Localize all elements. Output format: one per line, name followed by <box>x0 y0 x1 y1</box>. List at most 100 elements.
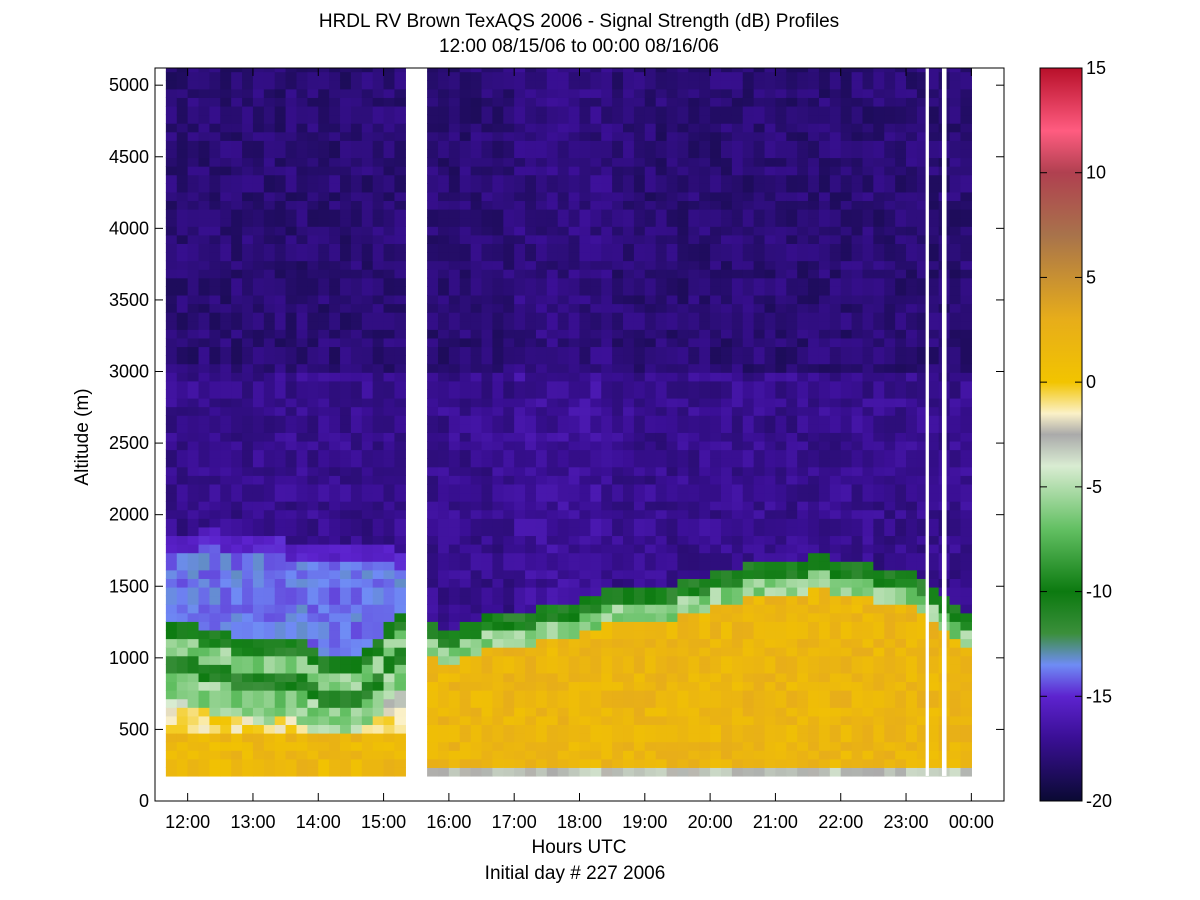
heatmap-cell <box>546 226 559 236</box>
heatmap-cell <box>655 483 668 494</box>
heatmap-cell <box>808 423 820 433</box>
heatmap-cell <box>655 440 668 451</box>
heatmap-cell <box>601 123 613 133</box>
heatmap-cell <box>601 767 613 777</box>
heatmap-cell <box>720 355 733 365</box>
heatmap-cell <box>699 166 711 176</box>
heatmap-cell <box>285 733 298 743</box>
heatmap-cell <box>438 458 450 468</box>
heatmap-cell <box>307 337 319 348</box>
heatmap-cell <box>742 200 755 210</box>
heatmap-cell <box>601 707 613 717</box>
heatmap-cell <box>699 690 711 700</box>
heatmap-cell <box>677 114 689 124</box>
heatmap-cell <box>285 535 298 545</box>
heatmap-cell <box>633 458 646 468</box>
heatmap-cell <box>612 243 624 253</box>
heatmap-cell <box>296 750 308 760</box>
heatmap-cell <box>285 389 298 399</box>
heatmap-cell <box>263 629 276 640</box>
heatmap-cell <box>590 638 602 648</box>
heatmap-cell <box>699 68 711 73</box>
heatmap-cell <box>438 449 450 459</box>
heatmap-cell <box>481 612 494 622</box>
heatmap-cell <box>797 449 809 459</box>
heatmap-cell <box>579 466 591 476</box>
heatmap-cell <box>503 432 515 442</box>
heatmap-cell <box>503 612 515 622</box>
heatmap-cell <box>438 286 450 296</box>
heatmap-cell <box>535 200 548 210</box>
heatmap-cell <box>546 604 559 614</box>
heatmap-cell <box>612 586 624 597</box>
heatmap-cell <box>601 380 613 390</box>
heatmap-cell <box>263 88 276 98</box>
heatmap-cell <box>329 432 341 442</box>
heatmap-cell <box>612 191 624 202</box>
heatmap-cell <box>209 432 221 442</box>
heatmap-cell <box>198 621 211 631</box>
heatmap-cell <box>612 526 624 537</box>
heatmap-cell <box>438 355 450 365</box>
heatmap-cell <box>503 569 515 579</box>
heatmap-cell <box>699 217 711 227</box>
heatmap-cell <box>187 140 200 150</box>
heatmap-cell <box>688 758 700 768</box>
heatmap-cell <box>340 767 352 777</box>
heatmap-cell <box>568 140 581 150</box>
heatmap-cell <box>720 458 733 468</box>
heatmap-cell <box>514 578 526 588</box>
heatmap-cell <box>383 423 396 433</box>
heatmap-cell <box>209 578 221 588</box>
heatmap-cell <box>699 346 711 356</box>
heatmap-cell <box>742 449 755 459</box>
heatmap-cell <box>187 286 200 296</box>
heatmap-cell <box>372 105 385 116</box>
heatmap-cell <box>764 466 777 476</box>
heatmap-cell <box>742 166 755 176</box>
heatmap-cell <box>808 432 820 442</box>
heatmap-cell <box>623 148 635 159</box>
heatmap-cell <box>546 114 559 124</box>
heatmap-cell <box>623 544 635 554</box>
heatmap-cell <box>612 509 624 519</box>
heatmap-cell <box>361 458 374 468</box>
heatmap-cell <box>644 655 657 665</box>
heatmap-cell <box>427 234 439 244</box>
heatmap-cell <box>329 758 341 768</box>
heatmap-cell <box>503 483 515 494</box>
heatmap-cell <box>764 380 777 390</box>
heatmap-cell <box>231 483 243 494</box>
heatmap-cell <box>764 157 777 167</box>
heatmap-cell <box>209 492 221 502</box>
heatmap-cell <box>372 320 385 330</box>
heatmap-cell <box>557 715 570 726</box>
heatmap-cell <box>829 750 842 760</box>
heatmap-cell <box>601 561 613 571</box>
heatmap-cell <box>176 131 189 141</box>
heatmap-cell <box>579 97 591 107</box>
heatmap-cell <box>601 741 613 751</box>
heatmap-cell <box>438 561 450 571</box>
heatmap-cell <box>677 140 689 150</box>
heatmap-cell <box>198 715 211 726</box>
heatmap-cell <box>666 148 679 159</box>
heatmap-cell <box>786 681 798 691</box>
heatmap-cell <box>459 604 472 614</box>
heatmap-cell <box>568 397 581 408</box>
heatmap-cell <box>818 320 831 330</box>
heatmap-cell <box>786 191 798 202</box>
heatmap-cell <box>448 389 461 399</box>
heatmap-cell <box>361 372 374 382</box>
heatmap-cell <box>601 277 613 287</box>
heatmap-cell <box>492 157 504 167</box>
heatmap-cell <box>786 88 798 98</box>
heatmap-cell <box>786 518 798 528</box>
heatmap-cell <box>220 647 232 657</box>
heatmap-cell <box>764 638 777 648</box>
heatmap-cell <box>633 715 646 726</box>
heatmap-cell <box>394 234 406 244</box>
heatmap-cell <box>731 380 744 390</box>
heatmap-cell <box>731 397 744 408</box>
heatmap-cell <box>699 260 711 270</box>
